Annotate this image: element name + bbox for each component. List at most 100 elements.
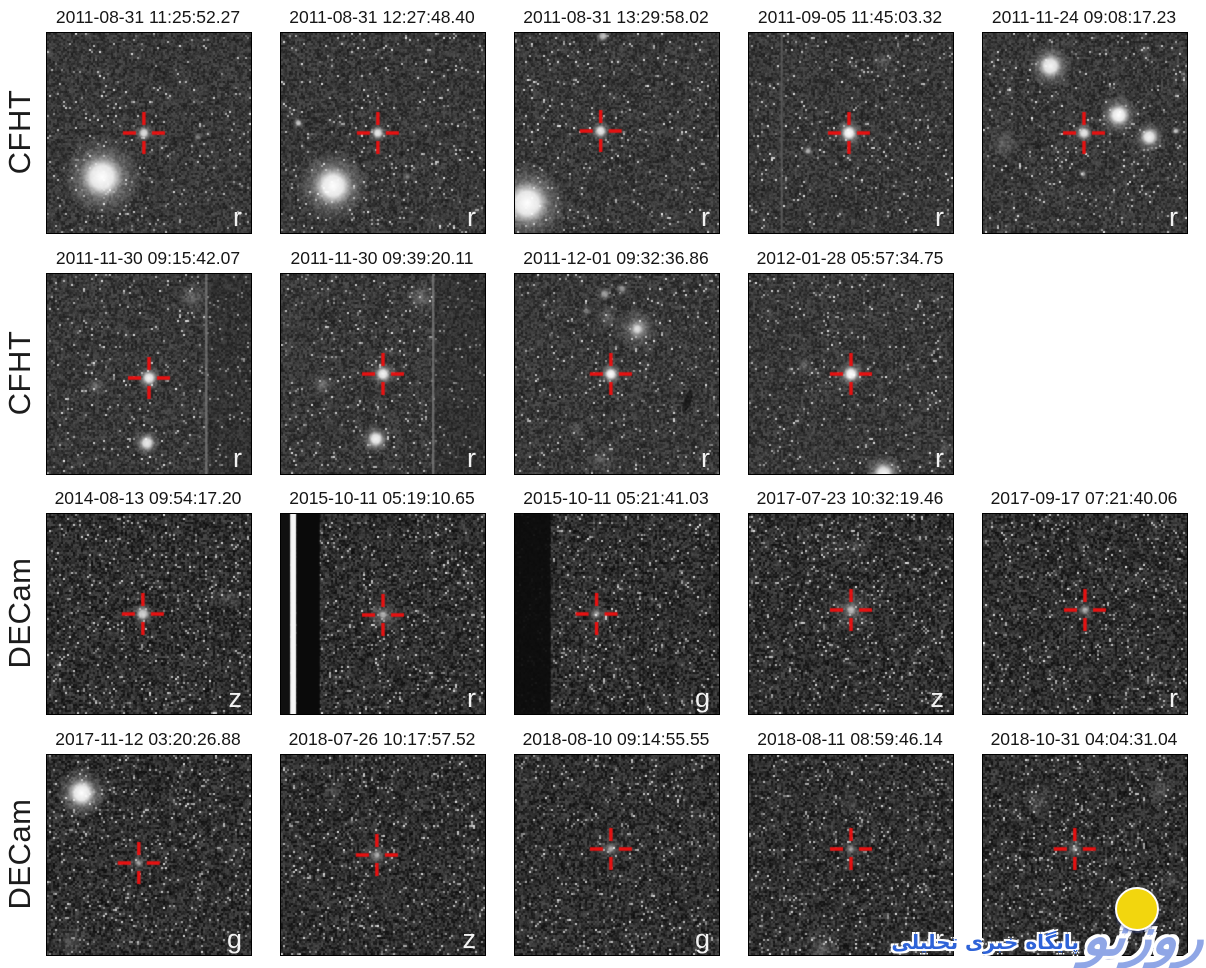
filter-band-label: r xyxy=(233,442,242,473)
telescope-row-label: DECam xyxy=(2,557,37,669)
cutout-panel: 2011-11-30 09:39:20.11 r xyxy=(280,248,486,475)
cutout-image-frame: g xyxy=(514,754,720,956)
cutout-image-frame: r xyxy=(748,754,954,956)
starfield-canvas xyxy=(749,274,953,474)
observation-timestamp: 2015-10-11 05:21:41.03 xyxy=(523,488,709,508)
starfield-canvas xyxy=(749,33,953,233)
cutout-panel: 2015-10-11 05:19:10.65 r xyxy=(280,488,486,715)
cutout-panel: 2017-07-23 10:32:19.46 z xyxy=(748,488,954,715)
cutout-image-frame: z xyxy=(748,513,954,715)
cutout-image-frame: z xyxy=(46,513,252,715)
telescope-row-label: DECam xyxy=(2,798,37,910)
filter-band-label: g xyxy=(694,923,710,954)
observation-timestamp: 2011-08-31 13:29:58.02 xyxy=(523,7,709,27)
observation-timestamp: 2014-08-13 09:54:17.20 xyxy=(54,488,242,508)
watermark-yellow-circle-icon xyxy=(1114,887,1159,932)
roozno-watermark: پایگاه خبری تحلیلی روزنو xyxy=(891,887,1206,968)
starfield-canvas xyxy=(983,33,1187,233)
cutout-image-frame: r xyxy=(280,32,486,234)
filter-band-label: r xyxy=(467,682,476,713)
filter-band-label: r xyxy=(935,923,944,954)
observation-timestamp: 2018-08-11 08:59:46.14 xyxy=(757,729,943,749)
starfield-canvas xyxy=(281,755,485,955)
starfield-canvas xyxy=(281,514,485,714)
starfield-canvas xyxy=(47,274,251,474)
cutout-panel: 2014-08-13 09:54:17.20 z xyxy=(46,488,252,715)
observation-timestamp: 2011-08-31 11:25:52.27 xyxy=(55,7,241,27)
filter-band-label: r xyxy=(233,201,242,232)
cutout-panel: 2011-08-31 13:29:58.02 r xyxy=(514,7,720,234)
starfield-canvas xyxy=(281,274,485,474)
cutout-image-frame: r xyxy=(748,32,954,234)
cutout-image-frame: r xyxy=(748,273,954,475)
cutout-image-frame: r xyxy=(982,513,1188,715)
filter-band-label: z xyxy=(930,682,945,713)
cutout-panel: 2011-08-31 12:27:48.40 r xyxy=(280,7,486,234)
cutout-image-frame: r xyxy=(46,273,252,475)
observation-timestamp: 2018-10-31 04:04:31.04 xyxy=(990,729,1178,749)
cutout-image-frame: r xyxy=(514,32,720,234)
filter-band-label: r xyxy=(935,442,944,473)
cutout-image-frame: r xyxy=(982,32,1188,234)
starfield-canvas xyxy=(515,274,719,474)
observation-timestamp: 2011-11-30 09:39:20.11 xyxy=(290,248,474,268)
cutout-panel: 2011-08-31 11:25:52.27 r xyxy=(46,7,252,234)
observation-timestamp: 2018-08-10 09:14:55.55 xyxy=(522,729,710,749)
cutout-image-frame: g xyxy=(514,513,720,715)
filter-band-label: r xyxy=(467,442,476,473)
observation-timestamp: 2015-10-11 05:19:10.65 xyxy=(289,488,475,508)
starfield-canvas xyxy=(749,514,953,714)
watermark-subtitle: پایگاه خبری تحلیلی xyxy=(891,930,1079,954)
starfield-canvas xyxy=(47,514,251,714)
starfield-canvas xyxy=(281,33,485,233)
starfield-canvas xyxy=(983,514,1187,714)
filter-band-label: r xyxy=(935,201,944,232)
starfield-canvas xyxy=(515,514,719,714)
observation-timestamp: 2018-07-26 10:17:57.52 xyxy=(288,729,476,749)
cutout-panel: 2017-11-12 03:20:26.88 g xyxy=(46,729,252,956)
observation-timestamp: 2017-09-17 07:21:40.06 xyxy=(990,488,1178,508)
cutout-panel: 2018-08-11 08:59:46.14 r xyxy=(748,729,954,956)
starfield-canvas xyxy=(515,755,719,955)
observation-timestamp: 2011-11-24 09:08:17.23 xyxy=(991,7,1177,27)
starfield-canvas xyxy=(47,755,251,955)
cutout-panel: 2012-01-28 05:57:34.75 r xyxy=(748,248,954,475)
observation-timestamp: 2017-11-12 03:20:26.88 xyxy=(55,729,241,749)
cutout-panel: 2011-09-05 11:45:03.32 r xyxy=(748,7,954,234)
observation-timestamp: 2012-01-28 05:57:34.75 xyxy=(756,248,944,268)
filter-band-label: r xyxy=(701,442,710,473)
observation-timestamp: 2017-07-23 10:32:19.46 xyxy=(756,488,944,508)
filter-band-label: r xyxy=(1169,682,1178,713)
telescope-row-label: CFHT xyxy=(2,330,37,416)
cutout-image-frame: r xyxy=(280,273,486,475)
cutout-panel: 2018-07-26 10:17:57.52 z xyxy=(280,729,486,956)
filter-band-label: g xyxy=(694,682,710,713)
starfield-canvas xyxy=(47,33,251,233)
telescope-row-label: CFHT xyxy=(2,89,37,175)
observation-timestamp: 2011-11-30 09:15:42.07 xyxy=(55,248,241,268)
cutout-image-frame: r xyxy=(46,32,252,234)
cutout-panel: 2011-12-01 09:32:36.86 r xyxy=(514,248,720,475)
starfield-canvas xyxy=(749,755,953,955)
cutout-image-frame: r xyxy=(280,513,486,715)
filter-band-label: r xyxy=(467,201,476,232)
cutout-panel: 2017-09-17 07:21:40.06 r xyxy=(982,488,1188,715)
starfield-canvas xyxy=(515,33,719,233)
cutout-image-frame: g xyxy=(46,754,252,956)
filter-band-label: z xyxy=(228,682,243,713)
cutout-image-frame: r xyxy=(514,273,720,475)
observation-timestamp: 2011-12-01 09:32:36.86 xyxy=(523,248,709,268)
observation-timestamp: 2011-09-05 11:45:03.32 xyxy=(757,7,943,27)
filter-band-label: g xyxy=(226,923,242,954)
cutout-panel: 2018-08-10 09:14:55.55 g xyxy=(514,729,720,956)
filter-band-label: z xyxy=(462,923,477,954)
filter-band-label: r xyxy=(701,201,710,232)
roozno-logo: روزنو xyxy=(1080,887,1206,968)
observation-timestamp: 2011-08-31 12:27:48.40 xyxy=(289,7,475,27)
cutout-panel: 2011-11-24 09:08:17.23 r xyxy=(982,7,1188,234)
cutout-image-frame: z xyxy=(280,754,486,956)
cutout-panel: 2011-11-30 09:15:42.07 r xyxy=(46,248,252,475)
cutout-panel: 2015-10-11 05:21:41.03 g xyxy=(514,488,720,715)
filter-band-label: r xyxy=(1169,201,1178,232)
